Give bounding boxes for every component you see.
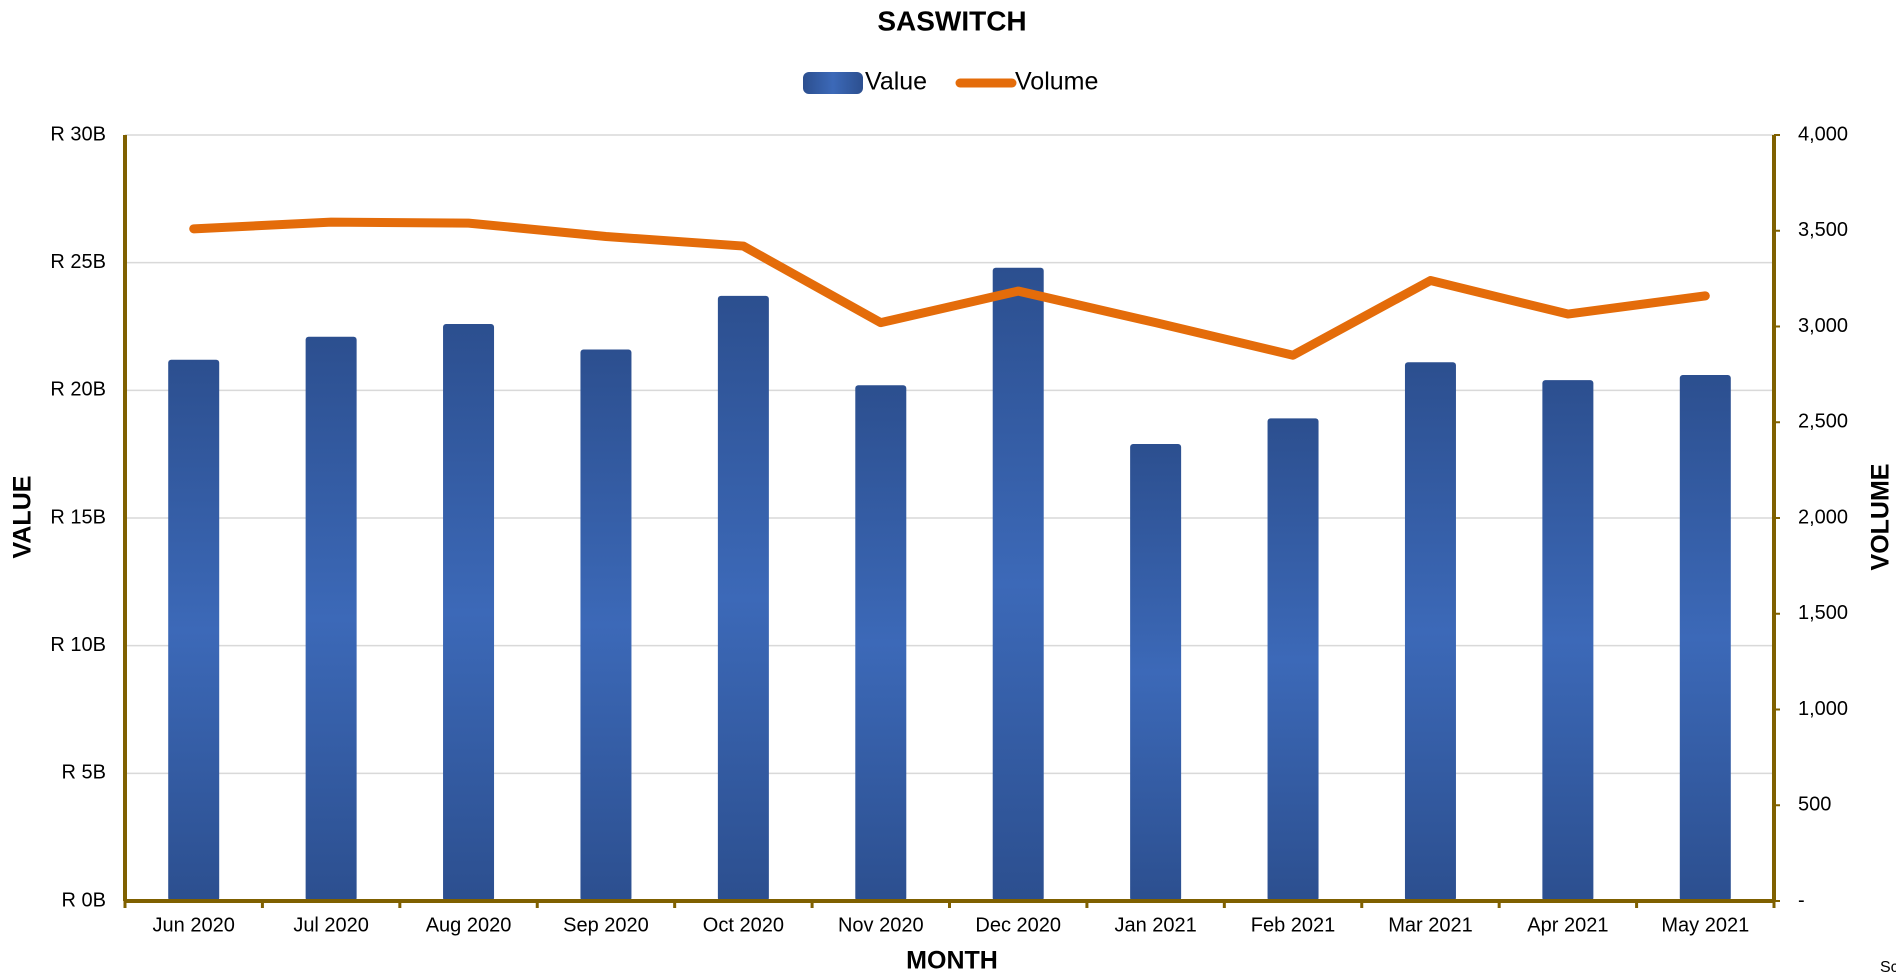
y2-tick-label: 500 bbox=[1798, 794, 1831, 816]
bar bbox=[168, 359, 220, 901]
legend-label: Volume bbox=[1015, 68, 1098, 96]
x-axis-title: MONTH bbox=[906, 947, 998, 975]
line bbox=[189, 217, 1710, 360]
x-tick-label: May 2021 bbox=[1661, 914, 1749, 936]
y-tick-label: R 25B bbox=[50, 251, 106, 273]
y2-tick-label: - bbox=[1798, 889, 1805, 911]
y2-tick-label: 4,000 bbox=[1798, 123, 1848, 145]
x-tick-label: Apr 2021 bbox=[1527, 914, 1608, 936]
bar bbox=[855, 385, 907, 901]
x-tick-label: Feb 2021 bbox=[1251, 914, 1336, 936]
y-tick-label: R 20B bbox=[50, 379, 106, 401]
x-tick-label: Jun 2020 bbox=[153, 914, 235, 936]
x-tick-label: Oct 2020 bbox=[703, 914, 784, 936]
bar bbox=[1267, 418, 1319, 901]
y-tick-label: R 0B bbox=[62, 889, 106, 911]
y-axis-title: VALUE bbox=[9, 476, 37, 559]
x-tick-label: Sep 2020 bbox=[563, 914, 649, 936]
legend-label: Value bbox=[865, 68, 927, 96]
y2-axis-title: VOLUME bbox=[1867, 464, 1895, 571]
y-tick-label: R 15B bbox=[50, 506, 106, 528]
bar bbox=[1679, 375, 1731, 902]
bar bbox=[1130, 443, 1182, 901]
chart-title: SASWITCH bbox=[877, 5, 1026, 36]
x-tick-label: Aug 2020 bbox=[426, 914, 512, 936]
y2-tick-label: 3,500 bbox=[1798, 219, 1848, 241]
x-tick-label: Dec 2020 bbox=[975, 914, 1061, 936]
x-tick-label: Nov 2020 bbox=[838, 914, 924, 936]
y2-tick-label: 3,000 bbox=[1798, 315, 1848, 337]
x-tick-label: Jul 2020 bbox=[293, 914, 369, 936]
note: Sc bbox=[1880, 959, 1896, 976]
legend-swatch bbox=[803, 72, 863, 94]
x-tick-label: Jan 2021 bbox=[1114, 914, 1196, 936]
bar bbox=[580, 349, 632, 902]
bar bbox=[992, 267, 1044, 902]
y-tick-label: R 10B bbox=[50, 634, 106, 656]
bar bbox=[1404, 362, 1456, 901]
y2-tick-label: 1,000 bbox=[1798, 698, 1848, 720]
bar bbox=[305, 336, 357, 901]
bar bbox=[1542, 380, 1594, 901]
bar bbox=[717, 295, 769, 901]
y-tick-label: R 5B bbox=[62, 762, 106, 784]
y2-tick-label: 1,500 bbox=[1798, 602, 1848, 624]
x-tick-label: Mar 2021 bbox=[1388, 914, 1473, 936]
bar bbox=[443, 323, 495, 901]
y2-tick-label: 2,500 bbox=[1798, 411, 1848, 433]
y-tick-label: R 30B bbox=[50, 123, 106, 145]
y2-tick-label: 2,000 bbox=[1798, 506, 1848, 528]
